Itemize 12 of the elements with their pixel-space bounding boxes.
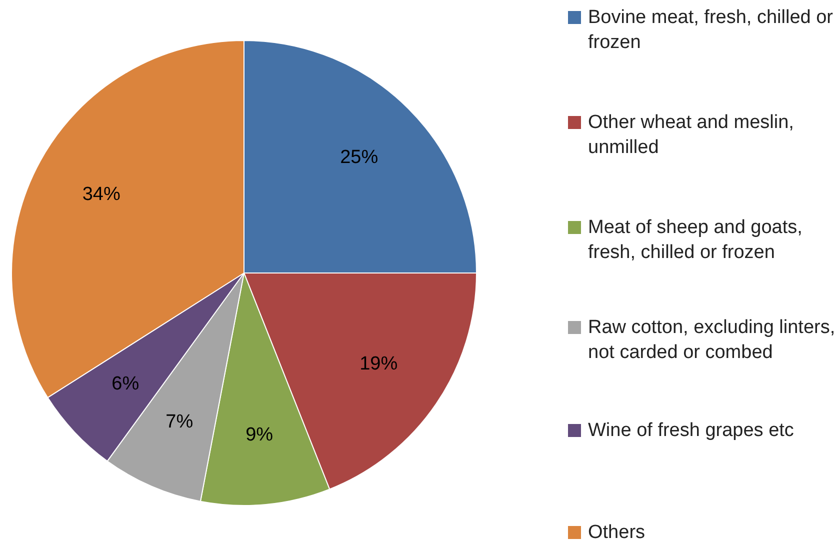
legend-label: Others	[588, 521, 646, 545]
data-label: 6%	[112, 374, 140, 395]
legend-label: Wine of fresh grapes etc	[588, 419, 794, 443]
data-label: 9%	[246, 424, 274, 446]
data-label: 34%	[82, 184, 120, 205]
data-label: 7%	[166, 412, 194, 433]
legend-label: Bovine meat, fresh, chilled or frozen	[588, 6, 834, 55]
legend-label: Raw cotton, excluding linters, not carded or combed	[588, 316, 836, 365]
legend-label: Meat of sheep and goats, fresh, chilled or frozen	[588, 216, 804, 265]
data-label: 19%	[360, 354, 398, 375]
legend-label: Other wheat and meslin, unmilled	[588, 111, 795, 160]
data-label: 25%	[340, 147, 378, 168]
